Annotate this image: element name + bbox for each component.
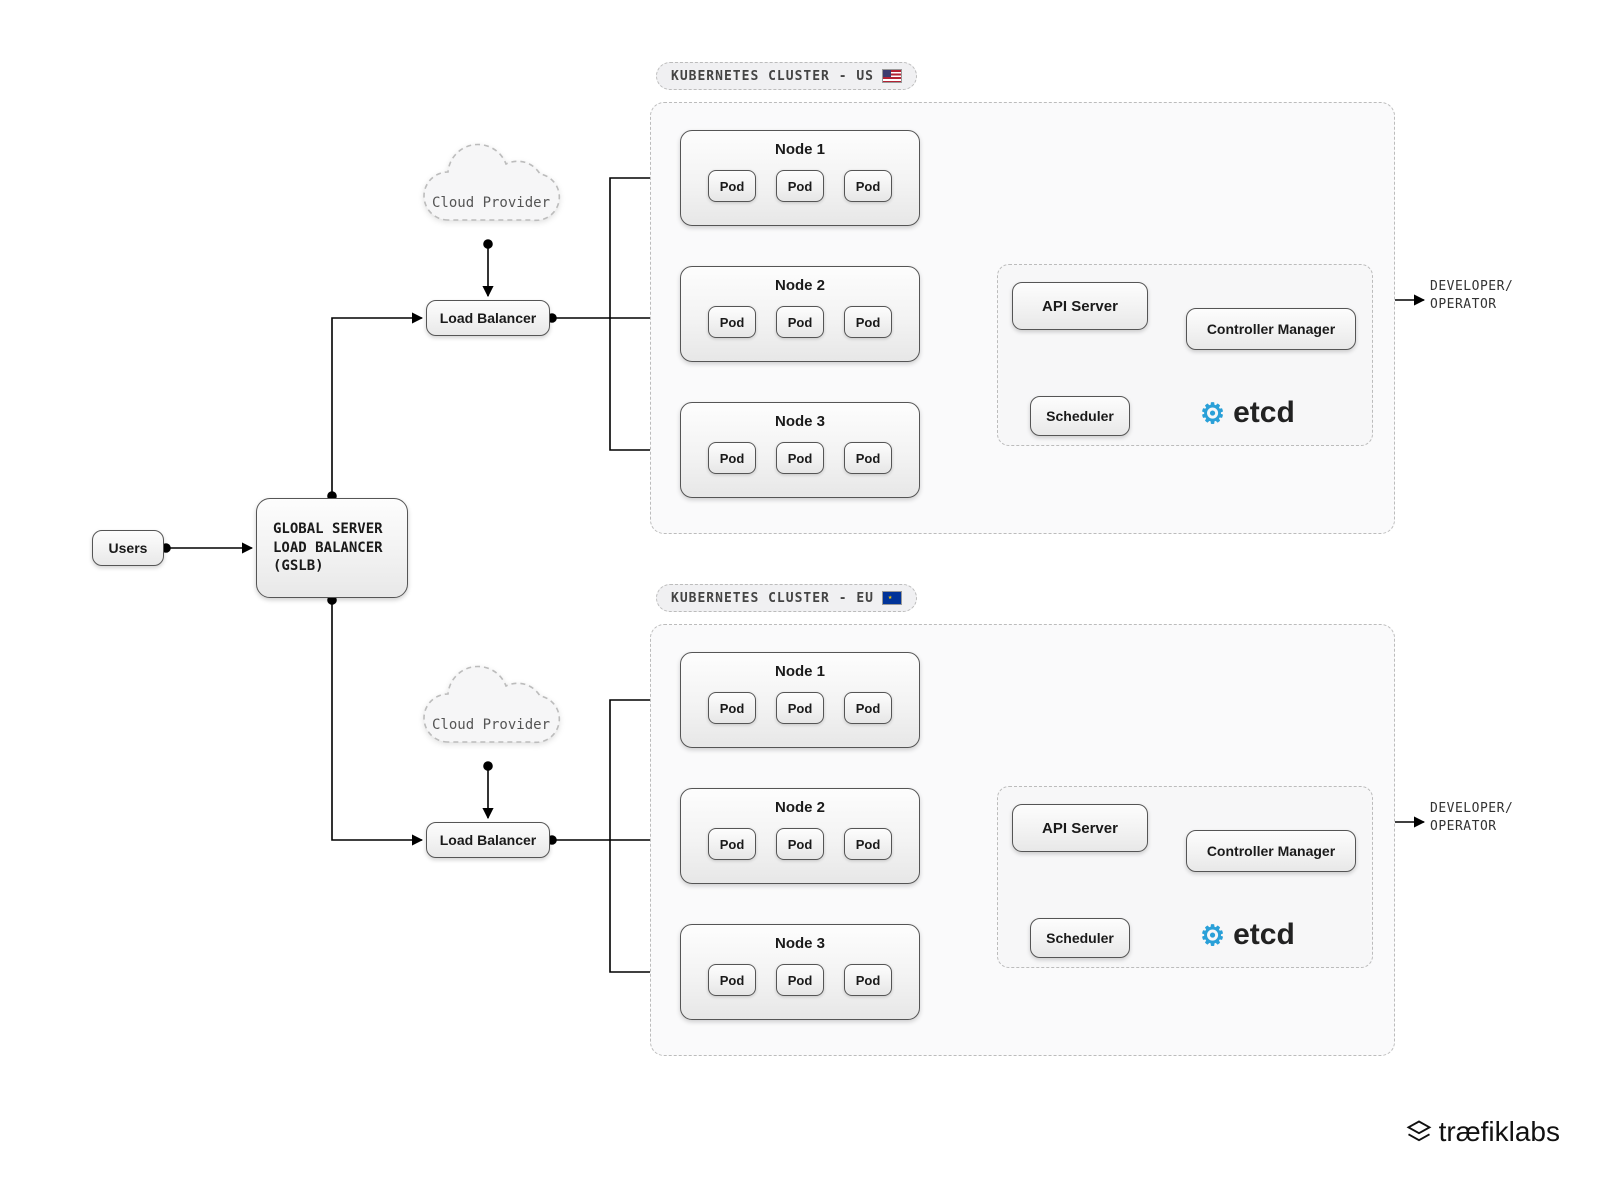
load-balancer-us: Load Balancer xyxy=(426,300,550,336)
controller-manager-eu: Controller Manager xyxy=(1186,830,1356,872)
cluster-label-us: KUBERNETES CLUSTER - US xyxy=(656,62,917,90)
pod: Pod xyxy=(708,964,756,996)
pod: Pod xyxy=(776,692,824,724)
pod: Pod xyxy=(844,170,892,202)
pod: Pod xyxy=(776,170,824,202)
controller-manager-us: Controller Manager xyxy=(1186,308,1356,350)
gear-icon: ⚙ xyxy=(1200,919,1225,952)
node-us-2: Node 2 Pod Pod Pod xyxy=(680,266,920,362)
api-server-us: API Server xyxy=(1012,282,1148,330)
pod: Pod xyxy=(776,442,824,474)
node-us-3: Node 3 Pod Pod Pod xyxy=(680,402,920,498)
traefik-mark-icon xyxy=(1405,1118,1433,1146)
gear-icon: ⚙ xyxy=(1200,397,1225,430)
flag-us-icon xyxy=(882,69,902,83)
pods-row: Pod Pod Pod xyxy=(681,158,919,216)
scheduler-eu: Scheduler xyxy=(1030,918,1130,958)
pod: Pod xyxy=(844,964,892,996)
cloud-label-us: Cloud Provider xyxy=(432,195,550,211)
users-box: Users xyxy=(92,530,164,566)
pods-row: Pod Pod Pod xyxy=(681,294,919,352)
pods-row: Pod Pod Pod xyxy=(681,430,919,488)
cloud-label-eu: Cloud Provider xyxy=(432,717,550,733)
api-server-eu: API Server xyxy=(1012,804,1148,852)
pod: Pod xyxy=(844,828,892,860)
pod: Pod xyxy=(708,442,756,474)
users-label: Users xyxy=(109,540,148,556)
load-balancer-eu: Load Balancer xyxy=(426,822,550,858)
etcd-us: ⚙ etcd xyxy=(1200,396,1295,430)
developer-operator-us: DEVELOPER/ OPERATOR xyxy=(1430,278,1513,314)
node-us-1: Node 1 Pod Pod Pod xyxy=(680,130,920,226)
gslb-text: GLOBAL SERVER LOAD BALANCER (GSLB) xyxy=(273,520,383,577)
node-eu-3: Node 3 Pod Pod Pod xyxy=(680,924,920,1020)
diagram-stage: Users GLOBAL SERVER LOAD BALANCER (GSLB)… xyxy=(0,0,1600,1178)
cluster-label-eu: KUBERNETES CLUSTER - EU ★ xyxy=(656,584,917,612)
cloud-provider-us xyxy=(408,142,570,242)
pod: Pod xyxy=(708,828,756,860)
brand-text: træfiklabs xyxy=(1439,1116,1560,1148)
brand-logo: træfiklabs xyxy=(1405,1116,1560,1148)
pod: Pod xyxy=(776,828,824,860)
pod: Pod xyxy=(844,306,892,338)
pods-row: Pod Pod Pod xyxy=(681,680,919,738)
node-eu-1: Node 1 Pod Pod Pod xyxy=(680,652,920,748)
node-eu-2: Node 2 Pod Pod Pod xyxy=(680,788,920,884)
flag-eu-icon: ★ xyxy=(882,591,902,605)
pod: Pod xyxy=(776,964,824,996)
cloud-provider-eu xyxy=(408,664,570,764)
pod: Pod xyxy=(708,170,756,202)
pod: Pod xyxy=(844,442,892,474)
pods-row: Pod Pod Pod xyxy=(681,816,919,874)
pod: Pod xyxy=(708,692,756,724)
scheduler-us: Scheduler xyxy=(1030,396,1130,436)
pods-row: Pod Pod Pod xyxy=(681,952,919,1010)
developer-operator-eu: DEVELOPER/ OPERATOR xyxy=(1430,800,1513,836)
gslb-box: GLOBAL SERVER LOAD BALANCER (GSLB) xyxy=(256,498,408,598)
pod: Pod xyxy=(776,306,824,338)
pod: Pod xyxy=(708,306,756,338)
pod: Pod xyxy=(844,692,892,724)
etcd-eu: ⚙ etcd xyxy=(1200,918,1295,952)
